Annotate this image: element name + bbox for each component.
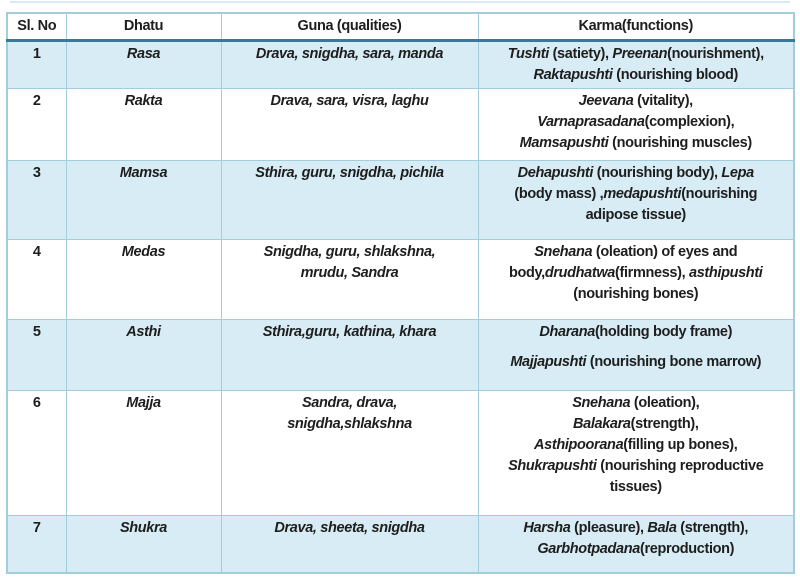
cell-karma: Snehana (oleation) of eyes and body,drud… (477, 239, 795, 320)
cell-dhatu: Mamsa (65, 160, 222, 240)
cell-karma: Jeevana (vitality), Varnaprasadana(compl… (477, 88, 795, 161)
cell-dhatu: Shukra (65, 515, 222, 573)
table-row: 1 Rasa Drava, snigdha, sara, manda Tusht… (6, 40, 795, 89)
cell-sl-no: 5 (6, 319, 67, 391)
column-header-sl-no: Sl. No (6, 12, 67, 42)
cell-sl-no: 1 (6, 40, 67, 89)
cell-dhatu: Medas (65, 239, 222, 320)
cell-sl-no: 6 (6, 390, 67, 516)
cell-sl-no: 3 (6, 160, 67, 240)
table-row: 3 Mamsa Sthira, guru, snigdha, pichila D… (6, 160, 795, 240)
top-divider-line (10, 1, 790, 3)
cell-karma: Snehana (oleation), Balakara(strength), … (477, 390, 795, 516)
cell-sl-no: 2 (6, 88, 67, 161)
column-header-dhatu: Dhatu (65, 12, 222, 42)
table-row: 5 Asthi Sthira,guru, kathina, khara Dhar… (6, 319, 795, 391)
dhatu-table: Sl. No Dhatu Guna (qualities) Karma(func… (6, 12, 795, 574)
column-header-karma: Karma(functions) (477, 12, 795, 42)
table-row: 7 Shukra Drava, sheeta, snigdha Harsha (… (6, 515, 795, 573)
cell-guna: Drava, sara, visra, laghu (220, 88, 479, 161)
table-row: 2 Rakta Drava, sara, visra, laghu Jeevan… (6, 88, 795, 161)
cell-guna: Sthira, guru, snigdha, pichila (220, 160, 479, 240)
table-row: 6 Majja Sandra, drava, snigdha,shlakshna… (6, 390, 795, 516)
cell-sl-no: 7 (6, 515, 67, 573)
table-row: 4 Medas Snigdha, guru, shlakshna, mrudu,… (6, 239, 795, 320)
cell-karma: Harsha (pleasure), Bala (strength), Garb… (477, 515, 795, 573)
cell-dhatu: Rakta (65, 88, 222, 161)
cell-dhatu: Asthi (65, 319, 222, 391)
cell-dhatu: Rasa (65, 40, 222, 89)
cell-sl-no: 4 (6, 239, 67, 320)
column-header-guna: Guna (qualities) (220, 12, 479, 42)
cell-guna: Drava, sheeta, snigdha (220, 515, 479, 573)
cell-karma: Dehapushti (nourishing body), Lepa (body… (477, 160, 795, 240)
cell-dhatu: Majja (65, 390, 222, 516)
cell-guna: Snigdha, guru, shlakshna, mrudu, Sandra (220, 239, 479, 320)
cell-guna: Sthira,guru, kathina, khara (220, 319, 479, 391)
cell-karma: Dharana(holding body frame) Majjapushti (… (477, 319, 795, 391)
cell-guna: Sandra, drava, snigdha,shlakshna (220, 390, 479, 516)
table-header-row: Sl. No Dhatu Guna (qualities) Karma(func… (6, 12, 795, 42)
cell-karma: Tushti (satiety), Preenan(nourishment), … (477, 40, 795, 89)
cell-guna: Drava, snigdha, sara, manda (220, 40, 479, 89)
